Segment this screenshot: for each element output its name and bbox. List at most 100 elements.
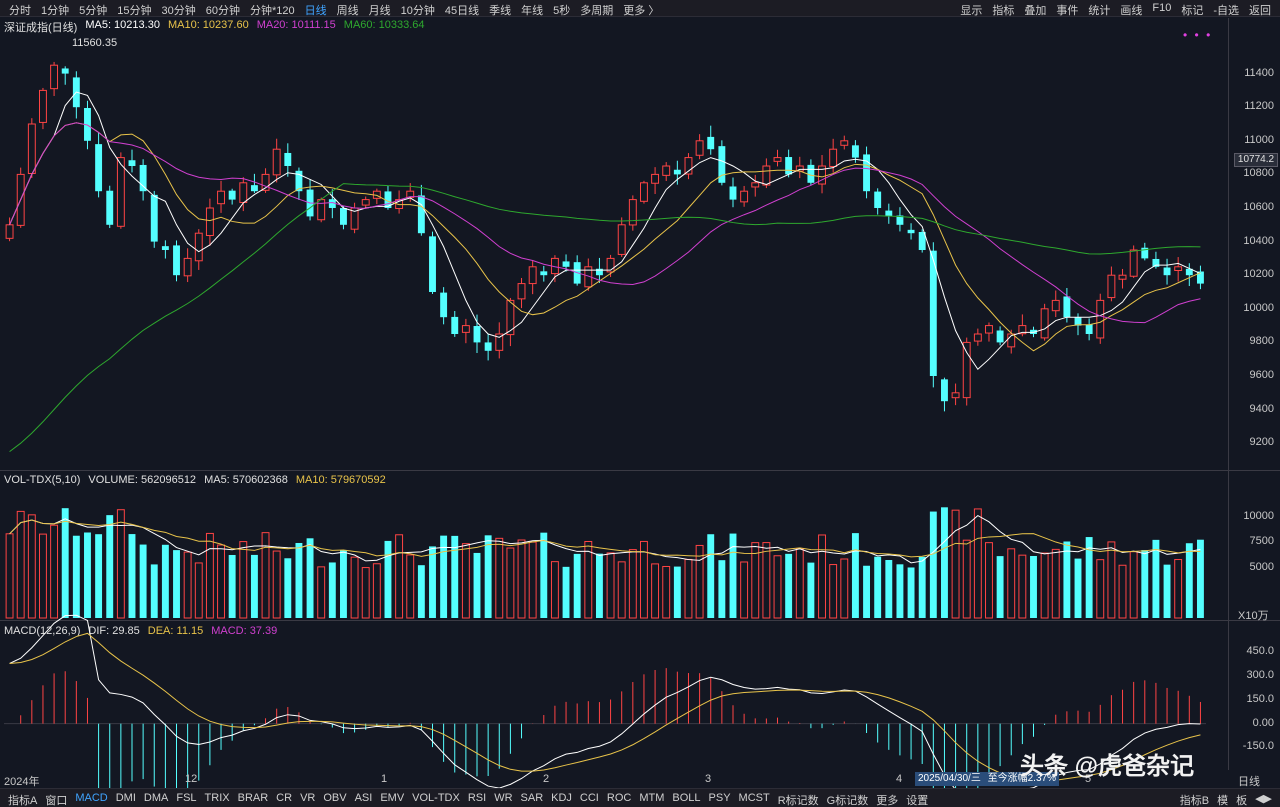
indicator-right-button-2[interactable]: 板 (1236, 795, 1248, 807)
toolbar-button-1[interactable]: 指标 (992, 5, 1015, 17)
watermark: 头条 @虎爸杂记 (1020, 753, 1195, 780)
period-tab-6[interactable]: 分钟*120 (250, 5, 295, 17)
toolbar-button-3[interactable]: 事件 (1056, 5, 1079, 17)
period-tab-4[interactable]: 30分钟 (161, 5, 196, 17)
period-tab-15[interactable]: 多周期 (580, 5, 614, 17)
toolbar-button-7[interactable]: 标记 (1181, 5, 1204, 17)
volume-bar (996, 556, 1004, 618)
indicator-tab-17[interactable]: KDJ (551, 792, 572, 804)
volume-bar (762, 542, 771, 619)
volume-bar (773, 555, 782, 619)
toolbar-button-2[interactable]: 叠加 (1024, 5, 1047, 17)
volume-bar (417, 565, 425, 618)
volume-bar (640, 540, 648, 619)
volume-bar (941, 507, 948, 618)
indicator-tab-18[interactable]: CCI (579, 792, 599, 804)
indicator-tab-26[interactable]: 更多 (876, 795, 899, 807)
indicator-tab-12[interactable]: EMV (380, 792, 405, 804)
candle-body (517, 283, 526, 300)
indicator-tab-16[interactable]: SAR (520, 792, 544, 804)
period-tab-2[interactable]: 5分钟 (79, 5, 108, 17)
indicator-right-button-3[interactable]: ◀▶ (1255, 793, 1272, 805)
indicator-tab-4[interactable]: DMA (143, 792, 169, 804)
period-tab-10[interactable]: 10分钟 (400, 5, 435, 17)
volume-bar (840, 558, 849, 619)
period-tab-11[interactable]: 45日线 (444, 5, 480, 17)
indicator-tab-5[interactable]: FSL (176, 792, 197, 804)
candle-body (1074, 317, 1082, 326)
volume-bar (161, 544, 169, 618)
vol-ma10: MA10: 579670592 (295, 474, 386, 486)
candle-body (194, 232, 203, 262)
indicator-tab-3[interactable]: DMI (115, 792, 136, 804)
toolbar-button-8[interactable]: -自选 (1213, 5, 1239, 17)
candle-body (929, 250, 937, 376)
volume-bar (1051, 548, 1060, 619)
candle-body (284, 152, 292, 166)
candle-body (1085, 324, 1093, 334)
candle-body (829, 148, 838, 168)
ma20-line (9, 122, 1201, 324)
toolbar-button-5[interactable]: 画线 (1120, 5, 1143, 17)
candle-body (695, 140, 704, 156)
candle-body (183, 257, 192, 277)
y-tick-label: 9800 (1249, 335, 1274, 348)
indicator-right-button-0[interactable]: 指标B (1179, 795, 1210, 807)
x-tick-label: 2 (543, 773, 550, 785)
indicator-tab-24[interactable]: R标记数 (777, 795, 819, 807)
right-toolbar: 显示 指标 叠加 事件 统计 画线 F10 标记 -自选 返回 (955, 2, 1276, 18)
indicator-tab-23[interactable]: MCST (738, 792, 770, 804)
period-tab-7[interactable]: 日线 (304, 5, 327, 17)
period-tab-12[interactable]: 季线 (489, 5, 512, 17)
toolbar-button-4[interactable]: 统计 (1088, 5, 1111, 17)
more-dots-icon[interactable]: • • • (1183, 28, 1213, 42)
period-tab-3[interactable]: 15分钟 (117, 5, 152, 17)
candle-body (1107, 274, 1116, 299)
period-tab-5[interactable]: 60分钟 (205, 5, 240, 17)
indicator-tab-8[interactable]: CR (276, 792, 293, 804)
period-tab-8[interactable]: 周线 (336, 5, 359, 17)
indicator-tab-11[interactable]: ASI (354, 792, 373, 804)
volume-bar (851, 533, 859, 618)
indicator-tab-9[interactable]: VR (300, 792, 316, 804)
indicator-tab-10[interactable]: OBV (323, 792, 347, 804)
indicator-tab-2[interactable]: MACD (75, 792, 108, 804)
indicator-tab-13[interactable]: VOL-TDX (412, 792, 460, 804)
period-tab-1[interactable]: 1分钟 (41, 5, 70, 17)
indicator-tab-19[interactable]: ROC (606, 792, 632, 804)
indicator-tab-15[interactable]: WR (494, 792, 513, 804)
volume-bar (1107, 541, 1116, 619)
candle-body (272, 148, 281, 176)
indicator-tab-27[interactable]: 设置 (906, 795, 929, 807)
period-tab-9[interactable]: 月线 (368, 5, 391, 17)
candle-body (1096, 299, 1105, 339)
indicator-tab-1[interactable]: 窗口 (45, 795, 68, 807)
indicator-tab-6[interactable]: TRIX (204, 792, 230, 804)
indicator-tab-14[interactable]: RSI (467, 792, 487, 804)
indicator-tab-20[interactable]: MTM (639, 792, 665, 804)
candle-body (139, 164, 147, 192)
volume-bar (718, 560, 726, 618)
candle-body (1063, 296, 1071, 318)
period-tab-16[interactable]: 更多 〉 (623, 5, 660, 17)
volume-bar (50, 524, 59, 619)
period-tab-13[interactable]: 年线 (521, 5, 544, 17)
volume-bar (1040, 552, 1049, 619)
toolbar-button-6[interactable]: F10 (1152, 2, 1172, 14)
volume-bar (606, 552, 615, 619)
toolbar-button-9[interactable]: 返回 (1249, 5, 1271, 17)
indicator-tab-25[interactable]: G标记数 (826, 795, 869, 807)
y-tick-label: 10800 (1243, 167, 1274, 180)
y-tick-label: 0.00 (1252, 716, 1274, 729)
indicator-tab-7[interactable]: BRAR (237, 792, 269, 804)
indicator-tab-22[interactable]: PSY (708, 792, 731, 804)
indicator-tab-0[interactable]: 指标A (8, 795, 38, 807)
volume-bar (1007, 548, 1016, 619)
indicator-tab-21[interactable]: BOLL (672, 792, 701, 804)
period-tab-14[interactable]: 5秒 (553, 5, 571, 17)
period-tab-0[interactable]: 分时 (9, 5, 31, 17)
toolbar-button-0[interactable]: 显示 (960, 5, 983, 17)
x-tick-label: 4 (896, 773, 903, 785)
indicator-right-button-1[interactable]: 模 (1217, 795, 1229, 807)
